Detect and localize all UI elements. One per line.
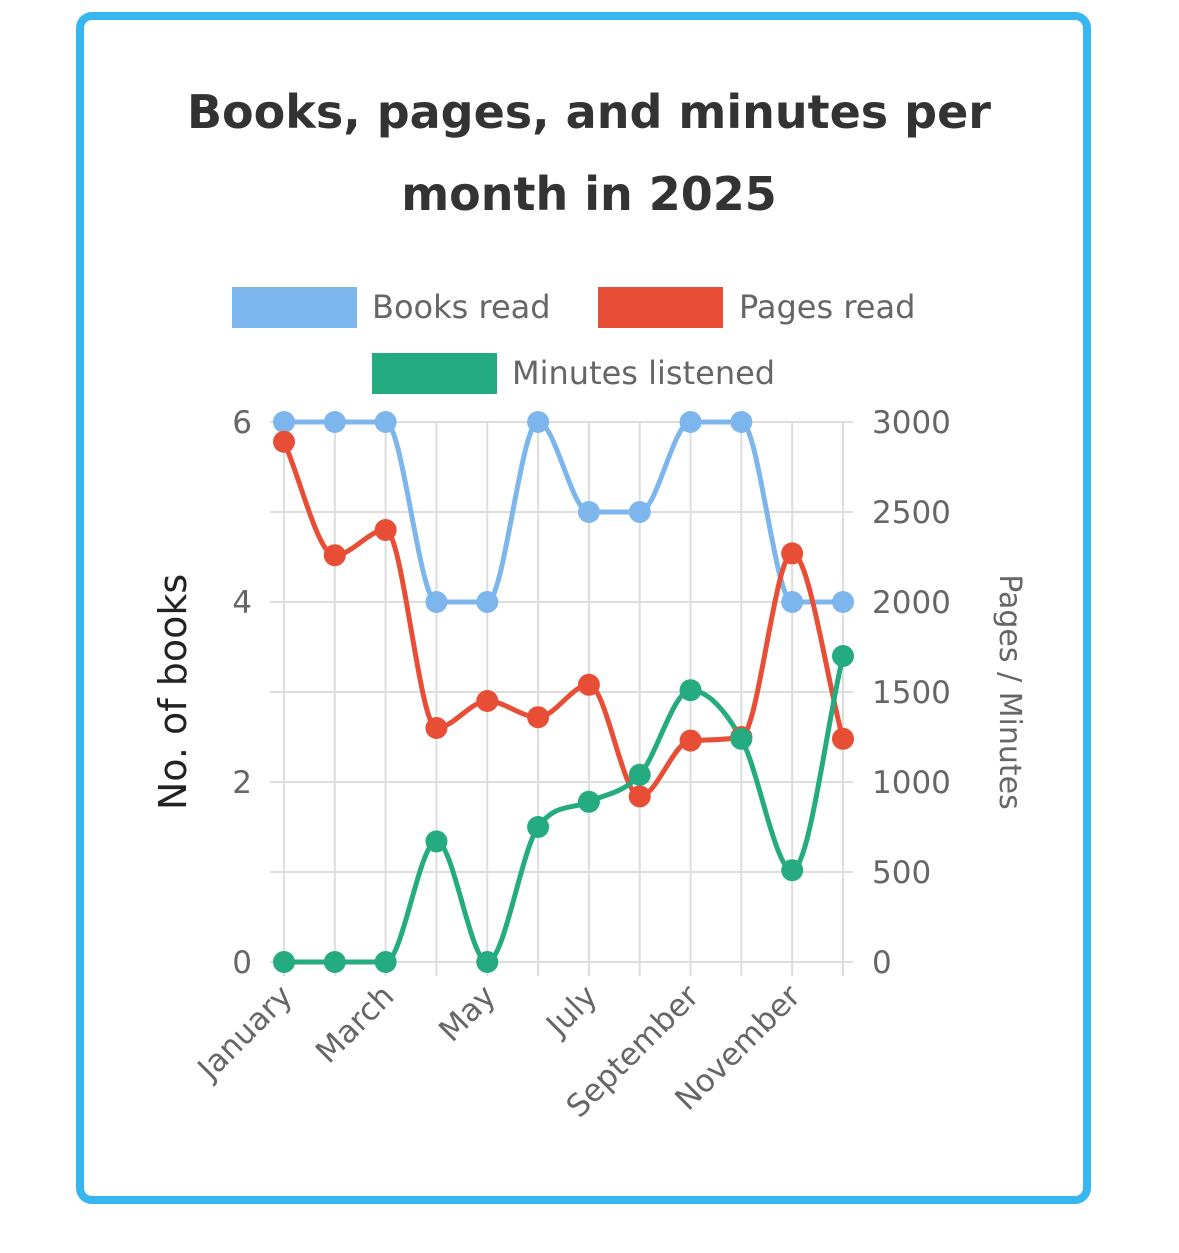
legend-swatch [598, 287, 723, 328]
data-point-minutes-listened[interactable] [425, 830, 448, 853]
data-point-pages-read[interactable] [273, 430, 295, 453]
data-point-books-read[interactable] [781, 591, 804, 613]
data-point-minutes-listened[interactable] [628, 763, 651, 786]
y-right-tick-label: 2000 [872, 585, 951, 621]
series-line-minutes-listened [281, 653, 846, 965]
data-point-minutes-listened[interactable] [323, 951, 346, 973]
legend-swatch [372, 353, 497, 394]
data-point-pages-read[interactable] [679, 729, 702, 752]
data-point-books-read[interactable] [476, 591, 499, 613]
data-point-minutes-listened[interactable] [273, 951, 295, 973]
y-axis-right-title: Pages / Minutes [992, 574, 1027, 810]
legend-label: Pages read [739, 288, 915, 326]
x-tick-label: July [538, 978, 604, 1044]
y-right-tick-label: 1000 [872, 765, 951, 801]
data-point-pages-read[interactable] [628, 785, 651, 808]
data-point-books-read[interactable] [527, 411, 550, 433]
y-axis-right-ticks: 0 500 1000 1500 2000 2500 3000 [872, 405, 951, 981]
data-point-pages-read[interactable] [323, 544, 346, 567]
x-tick-label: January [190, 978, 300, 1088]
data-point-minutes-listened[interactable] [374, 951, 397, 973]
chart-title-line-2: month in 2025 [401, 167, 777, 221]
chart-title: Books, pages, and minutes per month in 2… [187, 85, 991, 221]
series-line-books-read [281, 419, 846, 605]
data-point-pages-read[interactable] [577, 673, 600, 696]
data-point-books-read[interactable] [730, 411, 753, 433]
data-point-books-read[interactable] [425, 591, 448, 613]
series-points [273, 411, 854, 973]
data-point-books-read[interactable] [679, 411, 702, 433]
chart-card [76, 12, 1091, 1204]
legend-item-books-read[interactable]: Books read [232, 287, 551, 328]
y-left-tick-label: 4 [232, 585, 252, 621]
y-right-tick-label: 1500 [872, 675, 951, 711]
x-tick-label: March [309, 978, 401, 1070]
legend-label: Books read [372, 288, 551, 326]
y-right-tick-label: 2500 [872, 495, 951, 531]
data-point-books-read[interactable] [577, 501, 600, 523]
data-point-minutes-listened[interactable] [832, 645, 854, 667]
data-point-books-read[interactable] [832, 591, 854, 613]
data-point-pages-read[interactable] [476, 690, 499, 712]
chart-title-line-1: Books, pages, and minutes per [187, 85, 991, 139]
legend-swatch [232, 287, 357, 328]
data-point-minutes-listened[interactable] [679, 679, 702, 702]
data-point-minutes-listened[interactable] [730, 727, 753, 750]
y-axis-left-ticks: 0 2 4 6 [232, 405, 252, 981]
y-right-tick-label: 3000 [872, 405, 951, 441]
legend-label: Minutes listened [512, 354, 775, 392]
data-point-minutes-listened[interactable] [476, 951, 499, 973]
data-point-books-read[interactable] [323, 411, 346, 433]
legend: Books read Pages read Minutes listened [232, 287, 915, 394]
series-line-pages-read [281, 439, 846, 799]
data-point-pages-read[interactable] [781, 542, 804, 565]
legend-item-minutes-listened[interactable]: Minutes listened [372, 353, 775, 394]
data-point-minutes-listened[interactable] [527, 816, 550, 838]
y-axis-left-title: No. of books [151, 574, 195, 810]
data-point-minutes-listened[interactable] [781, 859, 804, 882]
y-right-tick-label: 0 [872, 945, 892, 981]
data-point-pages-read[interactable] [832, 727, 854, 750]
data-point-pages-read[interactable] [425, 717, 448, 739]
legend-item-pages-read[interactable]: Pages read [598, 287, 915, 328]
y-left-tick-label: 0 [232, 945, 252, 981]
y-left-tick-label: 2 [232, 765, 252, 801]
y-right-tick-label: 500 [872, 855, 931, 891]
data-point-pages-read[interactable] [374, 519, 397, 541]
data-point-pages-read[interactable] [527, 706, 550, 729]
y-left-tick-label: 6 [232, 405, 252, 441]
x-tick-label: May [432, 978, 503, 1049]
data-point-books-read[interactable] [374, 411, 397, 433]
data-point-books-read[interactable] [628, 501, 651, 523]
data-point-minutes-listened[interactable] [577, 790, 600, 813]
data-point-books-read[interactable] [273, 411, 295, 433]
